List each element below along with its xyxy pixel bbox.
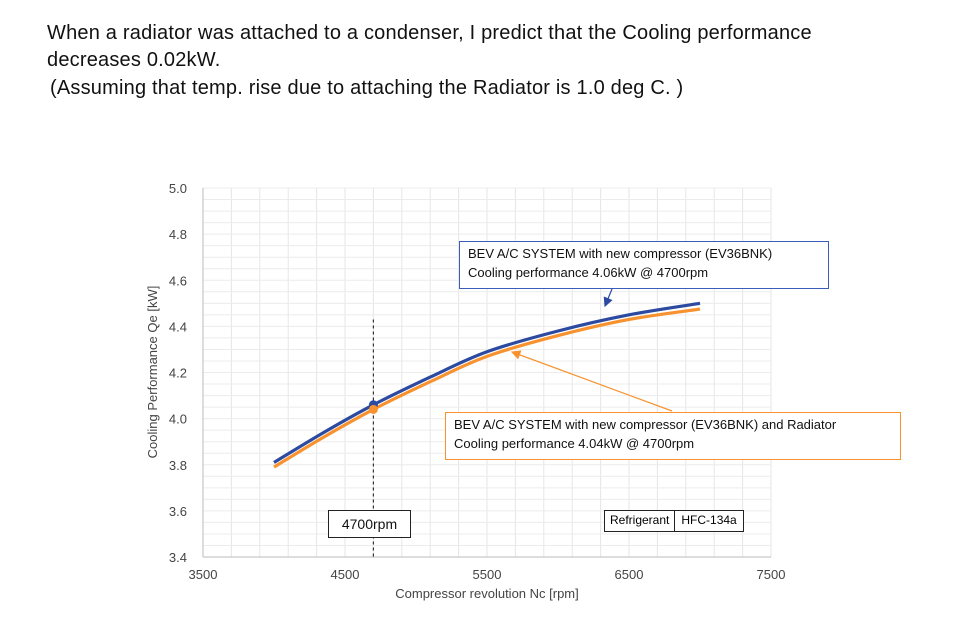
axes: 3500 4500 5500 6500 7500 3.4 3.6 3.8 4.0 4.2 4.4 4.… [169, 181, 786, 582]
x-tick-label: 7500 [757, 567, 786, 582]
marker-point-1 [368, 404, 378, 414]
heading-line-1: When a radiator was attached to a conden… [47, 22, 812, 44]
annotation-blue-line2: Cooling performance 4.06kW @ 4700rpm [468, 265, 709, 280]
x-tick-label: 3500 [189, 567, 218, 582]
y-tick-label: 4.8 [169, 227, 187, 242]
y-tick-label: 4.2 [169, 366, 187, 381]
series-line-base [273, 301, 701, 464]
annotation-blue: BEV A/C SYSTEM with new compressor (EV36… [459, 241, 829, 289]
series-line-radiator [273, 307, 701, 469]
annotation-orange-line1: BEV A/C SYSTEM with new compressor (EV36… [454, 417, 837, 432]
y-tick-label: 3.4 [169, 550, 187, 565]
heading-line-2: decreases 0.02kW. [47, 49, 221, 71]
heading-line-3: (Assuming that temp. rise due to attachi… [50, 77, 684, 99]
x-tick-label: 5500 [473, 567, 502, 582]
x-tick-label: 6500 [615, 567, 644, 582]
arrow-orange [510, 350, 673, 412]
refrigerant-box: Refrigerant HFC-134a [604, 510, 744, 532]
arrow-blue [603, 288, 613, 308]
annotation-orange-line2: Cooling performance 4.04kW @ 4700rpm [454, 436, 695, 451]
y-axis-label: Cooling Performance Qe [kW] [145, 286, 160, 459]
refrigerant-label: Refrigerant [605, 511, 676, 531]
x-axis-label: Compressor revolution Nc [rpm] [395, 586, 579, 601]
x-tick-label: 4500 [331, 567, 360, 582]
annotation-blue-line1: BEV A/C SYSTEM with new compressor (EV36… [468, 246, 773, 261]
annotation-orange: BEV A/C SYSTEM with new compressor (EV36… [445, 412, 901, 460]
y-tick-label: 4.6 [169, 273, 187, 288]
refrigerant-value: HFC-134a [681, 513, 737, 527]
reference-rpm-label: 4700rpm [328, 510, 411, 538]
series-lines [273, 301, 701, 557]
y-tick-label: 4.4 [169, 319, 187, 334]
y-tick-label: 3.8 [169, 458, 187, 473]
y-tick-label: 5.0 [169, 181, 187, 196]
annotation-arrows [510, 288, 673, 412]
y-tick-label: 3.6 [169, 504, 187, 519]
y-tick-label: 4.0 [169, 412, 187, 427]
